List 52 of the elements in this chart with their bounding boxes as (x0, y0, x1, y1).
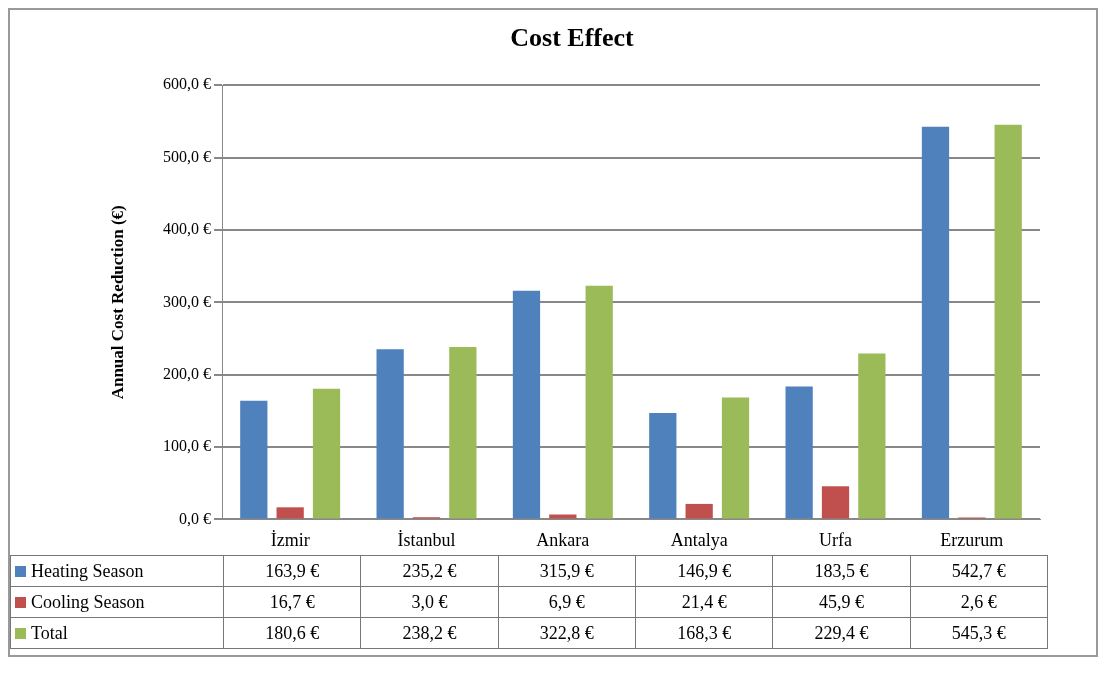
data-label: 315,9 € (498, 555, 636, 587)
chart-title: Cost Effect (510, 23, 635, 53)
x-tick-label: Antalya (670, 529, 728, 550)
data-label: 6,9 € (498, 586, 636, 618)
data-label: 146,9 € (635, 555, 773, 587)
data-label: 168,3 € (635, 617, 773, 649)
bar (994, 124, 1022, 519)
data-label: 235,2 € (360, 555, 499, 587)
bar (921, 126, 950, 519)
x-tick-label: İstanbul (397, 529, 456, 550)
y-tick-label: 600,0 € (163, 75, 211, 93)
y-tick-label: 300,0 € (163, 292, 211, 310)
bar (276, 507, 304, 519)
legend-label: Heating Season (31, 560, 144, 581)
y-tick-label: 100,0 € (163, 437, 211, 455)
data-label: 45,9 € (772, 586, 911, 618)
bar (312, 388, 341, 519)
legend-label: Total (31, 622, 68, 643)
bar (649, 413, 677, 519)
data-label: 322,8 € (498, 617, 636, 649)
y-axis-title: Annual Cost Reduction (€) (107, 205, 127, 400)
data-label: 180,6 € (223, 617, 361, 649)
bar (376, 349, 404, 519)
x-tick-label: İzmir (270, 529, 310, 550)
data-label: 542,7 € (910, 555, 1048, 587)
data-label: 183,5 € (772, 555, 911, 587)
x-tick-label: Erzurum (940, 529, 1004, 550)
bar (512, 290, 541, 519)
bar (549, 514, 577, 519)
bar (449, 347, 477, 519)
data-label: 21,4 € (635, 586, 773, 618)
data-label: 545,3 € (910, 617, 1048, 649)
x-tick-label: Ankara (536, 529, 590, 550)
bar (858, 353, 886, 519)
y-tick-label: 200,0 € (163, 364, 211, 382)
bar (785, 386, 813, 519)
bar (821, 486, 850, 519)
x-tick-label: Urfa (819, 529, 852, 550)
data-label: 16,7 € (223, 586, 361, 618)
bar (585, 285, 613, 519)
legend-label: Cooling Season (31, 591, 145, 612)
data-label: 163,9 € (223, 555, 361, 587)
y-tick-label: 0,0 € (179, 509, 211, 527)
bar (721, 397, 750, 519)
bar (240, 400, 268, 519)
bar (685, 503, 713, 519)
data-label: 229,4 € (772, 617, 911, 649)
y-tick-label: 400,0 € (163, 220, 211, 238)
y-tick-label: 500,0 € (163, 147, 211, 165)
data-label: 2,6 € (910, 586, 1048, 618)
data-label: 3,0 € (360, 586, 499, 618)
data-label: 238,2 € (360, 617, 499, 649)
